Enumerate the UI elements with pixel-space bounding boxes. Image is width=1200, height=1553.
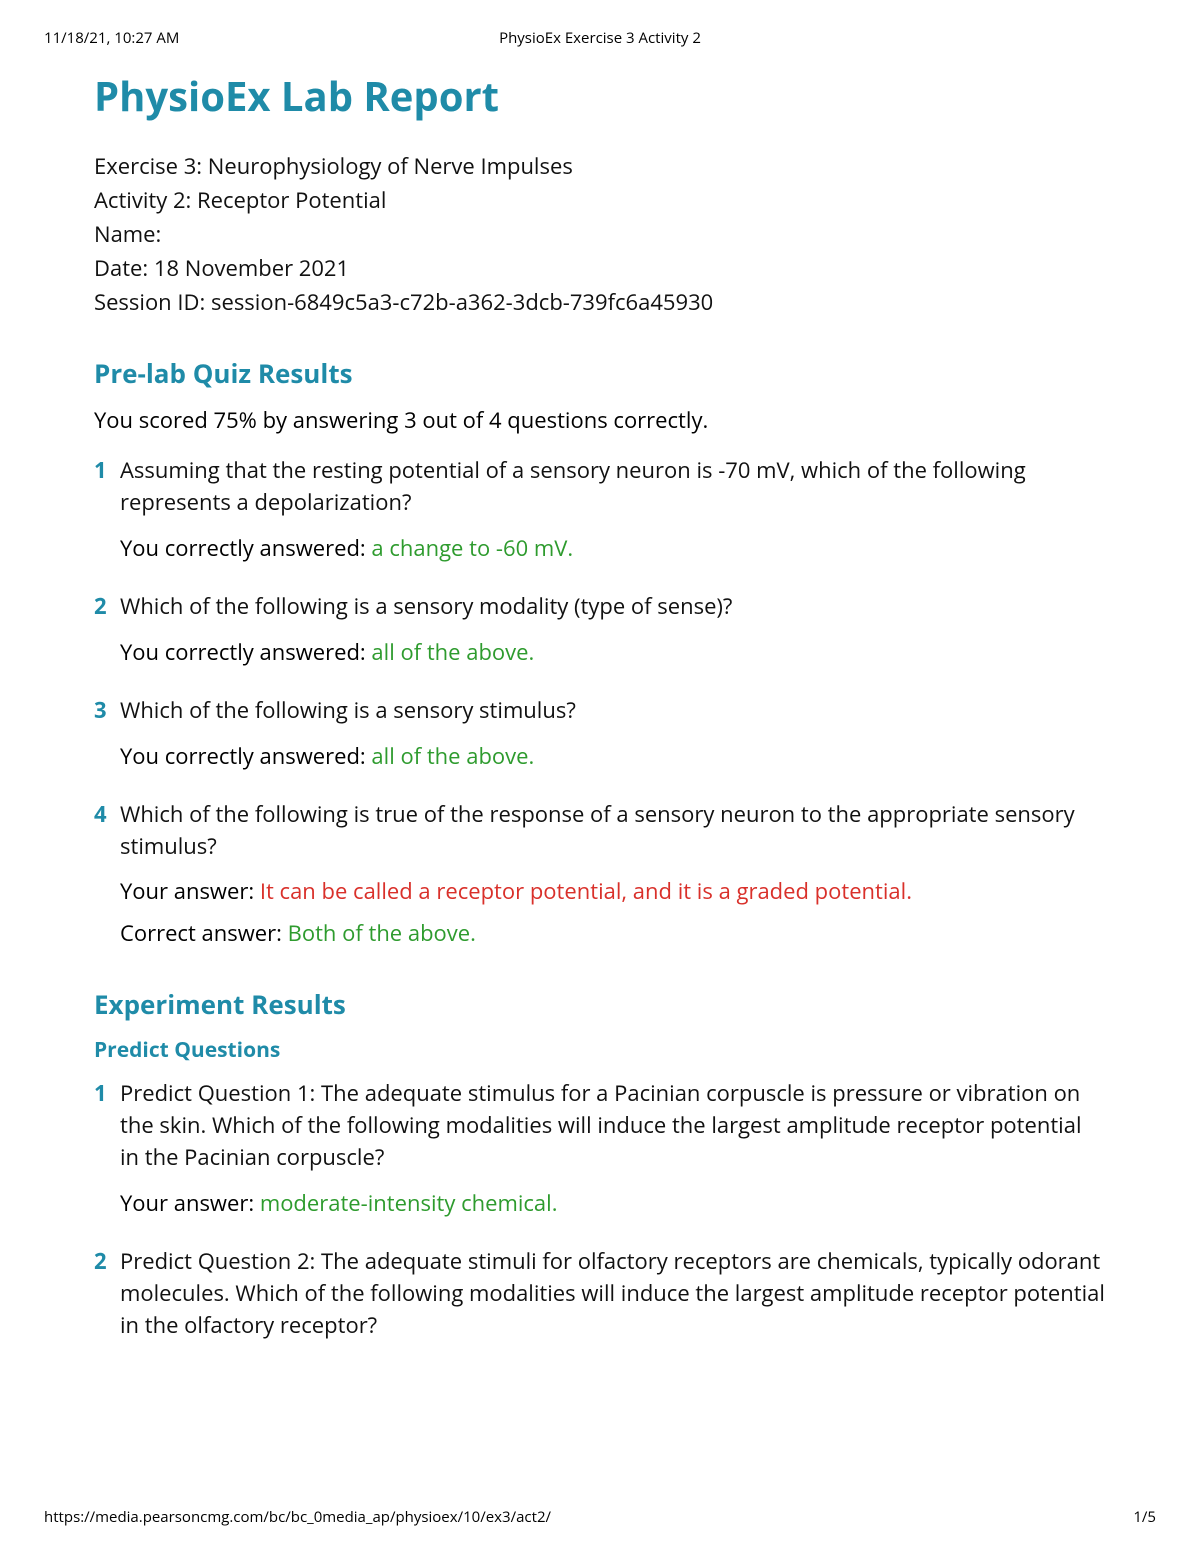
answer-prefix: Your answer: — [120, 1188, 260, 1218]
page-title: PhysioEx Lab Report — [94, 68, 1106, 123]
answer-prefix: You correctly answered: — [120, 637, 371, 667]
footer-url: https://media.pearsoncmg.com/bc/bc_0medi… — [44, 1507, 551, 1527]
question-item: 3 Which of the following is a sensory sti… — [94, 695, 1106, 773]
question-text: Assuming that the resting potential of a… — [120, 455, 1106, 519]
answer-prefix: Your answer: — [120, 876, 260, 906]
answer-line: Correct answer: Both of the above. — [120, 918, 1106, 950]
answer-correct: Both of the above. — [288, 918, 476, 948]
question-text: Which of the following is a sensory moda… — [120, 591, 1106, 623]
question-text: Which of the following is true of the re… — [120, 799, 1106, 863]
question-item: 4 Which of the following is true of the r… — [94, 799, 1106, 951]
answer-prefix: You correctly answered: — [120, 741, 371, 771]
question-number: 2 — [94, 591, 107, 621]
answer-prefix: You correctly answered: — [120, 533, 371, 563]
question-item: 1 Assuming that the resting potential of … — [94, 455, 1106, 565]
prelab-heading: Pre-lab Quiz Results — [94, 355, 1106, 391]
meta-name: Name: — [94, 217, 1106, 251]
answer-correct: moderate-intensity chemical. — [260, 1188, 558, 1218]
meta-date: Date: 18 November 2021 — [94, 251, 1106, 285]
question-number: 1 — [94, 455, 107, 485]
meta-exercise: Exercise 3: Neurophysiology of Nerve Imp… — [94, 149, 1106, 183]
prelab-question-list: 1 Assuming that the resting potential of … — [94, 455, 1106, 950]
meta-block: Exercise 3: Neurophysiology of Nerve Imp… — [94, 149, 1106, 319]
question-item: 2 Predict Question 2: The adequate stimul… — [94, 1246, 1106, 1342]
question-number: 1 — [94, 1078, 107, 1108]
answer-line: Your answer: It can be called a receptor… — [120, 876, 1106, 908]
question-text: Predict Question 1: The adequate stimulu… — [120, 1078, 1106, 1174]
question-item: 1 Predict Question 1: The adequate stimul… — [94, 1078, 1106, 1220]
question-number: 4 — [94, 799, 107, 829]
answer-line: Your answer: moderate-intensity chemical… — [120, 1188, 1106, 1220]
answer-correct: all of the above. — [371, 741, 534, 771]
answer-line: You correctly answered: all of the above… — [120, 741, 1106, 773]
question-number: 3 — [94, 695, 107, 725]
footer-page: 1/5 — [1133, 1507, 1156, 1527]
answer-correct: a change to -60 mV. — [371, 533, 573, 563]
question-number: 2 — [94, 1246, 107, 1276]
answer-line: You correctly answered: a change to -60 … — [120, 533, 1106, 565]
answer-prefix: Correct answer: — [120, 918, 288, 948]
header-timestamp: 11/18/21, 10:27 AM — [44, 28, 179, 48]
predict-heading: Predict Questions — [94, 1036, 1106, 1064]
question-text: Predict Question 2: The adequate stimuli… — [120, 1246, 1106, 1342]
meta-activity: Activity 2: Receptor Potential — [94, 183, 1106, 217]
experiment-heading: Experiment Results — [94, 986, 1106, 1022]
answer-correct: all of the above. — [371, 637, 534, 667]
meta-session: Session ID: session-6849c5a3-c72b-a362-3… — [94, 285, 1106, 319]
print-footer: https://media.pearsoncmg.com/bc/bc_0medi… — [0, 1507, 1200, 1527]
print-header: 11/18/21, 10:27 AM PhysioEx Exercise 3 A… — [0, 28, 1200, 48]
predict-question-list: 1 Predict Question 1: The adequate stimul… — [94, 1078, 1106, 1341]
answer-line: You correctly answered: all of the above… — [120, 637, 1106, 669]
header-doc-title: PhysioEx Exercise 3 Activity 2 — [499, 28, 701, 48]
answer-incorrect: It can be called a receptor potential, a… — [260, 876, 912, 906]
question-text: Which of the following is a sensory stim… — [120, 695, 1106, 727]
document-content: PhysioEx Lab Report Exercise 3: Neurophy… — [94, 58, 1106, 1368]
question-item: 2 Which of the following is a sensory mod… — [94, 591, 1106, 669]
prelab-score: You scored 75% by answering 3 out of 4 q… — [94, 405, 1106, 435]
